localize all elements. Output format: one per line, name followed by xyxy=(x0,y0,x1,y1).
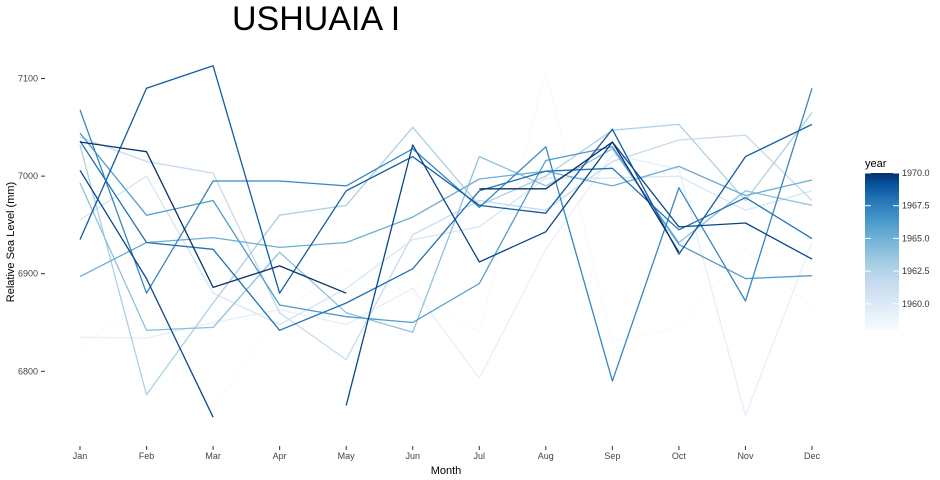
series-line-1964 xyxy=(79,165,813,278)
legend-colorbar xyxy=(865,173,899,330)
series-line-1965 xyxy=(79,132,813,324)
series-line-1967 xyxy=(79,140,813,331)
legend-tick-label: 1965.0 xyxy=(902,233,930,243)
series-line-1961 xyxy=(79,134,813,361)
y-tick-label: 7100 xyxy=(18,74,38,84)
chart-title: USHUAIA I xyxy=(232,0,400,38)
x-tick-label: Aug xyxy=(538,451,554,461)
color-legend: year 1960.0 1962.5 1965.0 1967.5 1970.0 xyxy=(865,158,930,330)
legend-tick-label: 1970.0 xyxy=(902,168,930,178)
series-line-1969 xyxy=(79,141,813,418)
y-tick-label: 6800 xyxy=(18,366,38,376)
legend-ticks: 1960.0 1962.5 1965.0 1967.5 1970.0 xyxy=(865,168,930,309)
legend-tick-label: 1960.0 xyxy=(902,299,930,309)
x-tick-label: Feb xyxy=(139,451,155,461)
legend-tick-label: 1967.5 xyxy=(902,201,930,211)
x-tick-label: Mar xyxy=(205,451,221,461)
x-tick-label: May xyxy=(338,451,356,461)
x-tick-label: Jan xyxy=(73,451,88,461)
x-tick-label: Apr xyxy=(273,451,287,461)
y-tick-label: 6900 xyxy=(18,269,38,279)
series-line-1959 xyxy=(79,153,813,416)
x-tick-label: Sep xyxy=(604,451,620,461)
x-tick-label: Jun xyxy=(405,451,420,461)
x-tick-label: Oct xyxy=(672,451,687,461)
series-line-1960 xyxy=(79,175,813,326)
series-line-1962 xyxy=(79,112,813,396)
y-tick-label: 7000 xyxy=(18,171,38,181)
legend-title: year xyxy=(865,158,887,170)
series-line-1958 xyxy=(79,70,813,412)
series-line-1963 xyxy=(79,148,813,333)
x-tick-label: Nov xyxy=(737,451,754,461)
x-axis: Jan Feb Mar Apr May Jun Jul Aug Sep Oct Nov Dec xyxy=(73,446,821,461)
series-line-1968 xyxy=(79,65,813,294)
y-axis-title: Relative Sea Level (mm) xyxy=(5,182,17,302)
y-axis: 6800 6900 7000 7100 xyxy=(18,74,45,376)
series-line-1966 xyxy=(79,88,813,382)
x-axis-title: Month xyxy=(431,465,462,477)
x-tick-label: Jul xyxy=(474,451,486,461)
series-lines xyxy=(79,65,813,418)
legend-tick-label: 1962.5 xyxy=(902,266,930,276)
x-tick-label: Dec xyxy=(804,451,821,461)
